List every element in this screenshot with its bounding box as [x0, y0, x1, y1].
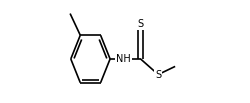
Text: NH: NH — [116, 54, 131, 64]
Text: S: S — [138, 19, 144, 29]
Text: S: S — [155, 70, 161, 80]
